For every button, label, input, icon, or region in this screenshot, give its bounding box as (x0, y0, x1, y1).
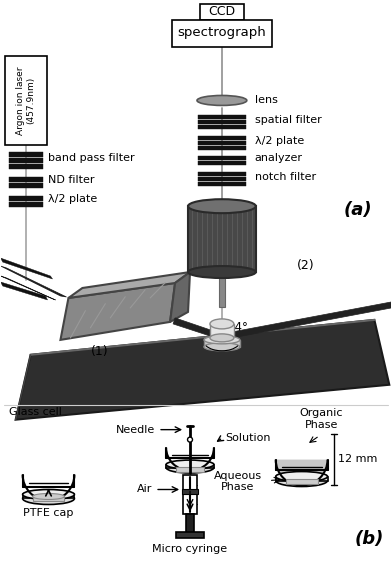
Bar (198, 146, 246, 150)
Bar (286, 479, 318, 484)
Ellipse shape (197, 96, 247, 105)
Bar (9, 158, 43, 163)
Ellipse shape (210, 319, 234, 329)
Text: (1): (1) (91, 345, 108, 358)
Bar (9, 202, 43, 207)
Ellipse shape (210, 334, 234, 342)
Bar (166, 464, 214, 468)
Bar (198, 121, 246, 125)
Text: (b): (b) (355, 530, 384, 549)
Bar (183, 475, 197, 514)
Text: spectrograph: spectrograph (178, 26, 266, 39)
Bar (198, 137, 246, 141)
Ellipse shape (188, 199, 256, 213)
Bar (33, 497, 64, 501)
Bar (188, 206, 256, 272)
Polygon shape (1, 276, 56, 300)
Polygon shape (60, 283, 175, 340)
Bar (198, 178, 246, 182)
Bar (9, 196, 43, 201)
Ellipse shape (166, 462, 214, 473)
Bar (276, 476, 328, 480)
Bar (186, 514, 194, 537)
Text: Aqueous
Phase: Aqueous Phase (214, 471, 262, 492)
Text: lens: lens (255, 96, 278, 105)
Bar (204, 340, 240, 347)
Ellipse shape (187, 437, 192, 442)
Text: ND filter: ND filter (47, 175, 94, 185)
Polygon shape (173, 318, 222, 340)
Polygon shape (222, 302, 391, 340)
Bar (210, 324, 234, 338)
Text: CCD: CCD (208, 5, 236, 18)
Text: Solution: Solution (225, 432, 270, 443)
Bar (9, 178, 43, 182)
Bar (176, 467, 204, 472)
Bar (198, 161, 246, 165)
Text: (a): (a) (343, 201, 372, 219)
Ellipse shape (23, 489, 74, 500)
Ellipse shape (23, 493, 74, 505)
Text: PTFE cap: PTFE cap (24, 509, 74, 518)
Wedge shape (276, 460, 328, 485)
Text: (2): (2) (297, 258, 314, 271)
Bar (198, 182, 246, 186)
Bar (182, 489, 198, 494)
Bar (198, 172, 246, 176)
Text: Organic
Phase: Organic Phase (300, 408, 343, 430)
Text: λ/2 plate: λ/2 plate (47, 194, 97, 204)
Text: band pass filter: band pass filter (47, 153, 134, 163)
Bar (172, 20, 272, 47)
Bar (219, 277, 225, 307)
Bar (5, 56, 47, 145)
Ellipse shape (276, 472, 328, 481)
Text: spatial filter: spatial filter (255, 116, 321, 125)
Polygon shape (1, 258, 53, 279)
Ellipse shape (33, 493, 64, 500)
Ellipse shape (166, 460, 214, 469)
Text: Glass cell: Glass cell (9, 407, 62, 417)
Bar (9, 164, 43, 169)
Polygon shape (1, 282, 47, 300)
Bar (176, 533, 204, 538)
Bar (9, 152, 43, 157)
Bar (198, 141, 246, 145)
Text: λ/2 plate: λ/2 plate (255, 137, 304, 146)
Text: Argon ion laser
(457.9nm): Argon ion laser (457.9nm) (16, 66, 35, 135)
Bar (9, 183, 43, 188)
Ellipse shape (276, 475, 328, 486)
Polygon shape (69, 272, 190, 298)
Polygon shape (170, 272, 190, 322)
Polygon shape (16, 320, 389, 420)
Bar (198, 156, 246, 160)
Ellipse shape (188, 266, 256, 278)
Text: Micro cyringe: Micro cyringe (152, 545, 228, 554)
Text: 74°: 74° (227, 321, 248, 335)
Text: notch filter: notch filter (255, 172, 316, 182)
Bar (200, 3, 244, 20)
Polygon shape (1, 266, 67, 297)
Ellipse shape (204, 343, 240, 351)
Text: Needle: Needle (116, 424, 155, 435)
Text: Air: Air (137, 484, 152, 494)
Bar (23, 494, 74, 498)
Bar (198, 125, 246, 129)
Text: 12 mm: 12 mm (339, 454, 378, 464)
Bar (198, 116, 246, 119)
Ellipse shape (204, 336, 240, 344)
Text: analyzer: analyzer (255, 153, 303, 163)
